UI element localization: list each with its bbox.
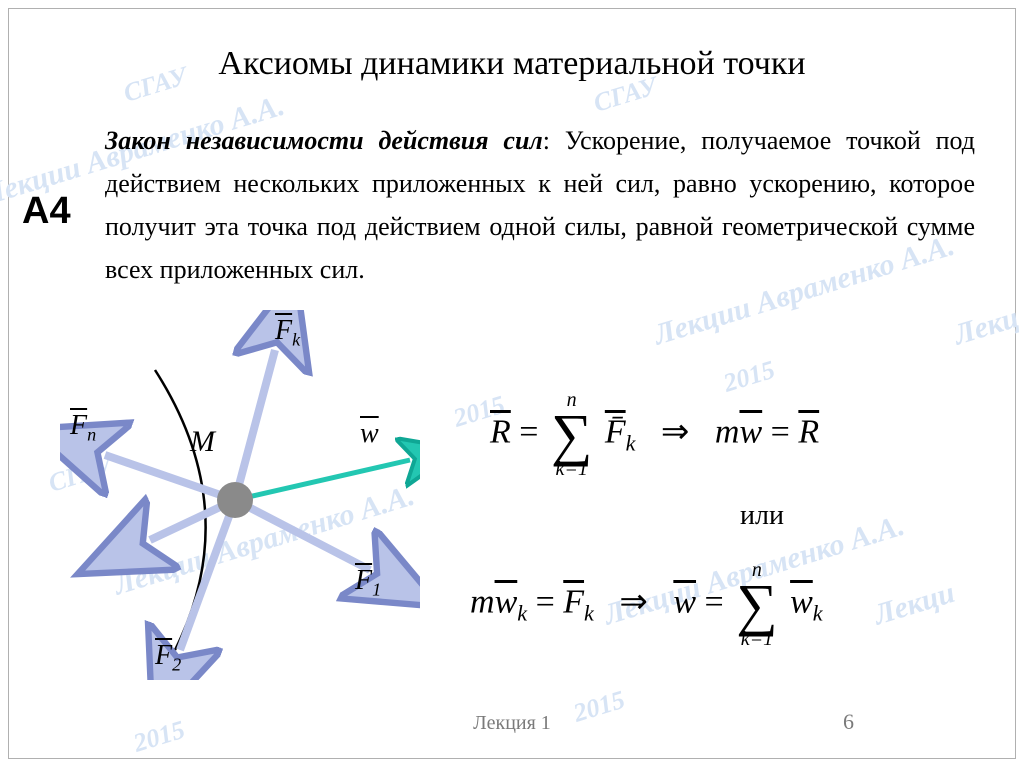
vector-fk <box>235 350 275 500</box>
label-fn: Fn <box>70 410 96 446</box>
mass-point <box>217 482 253 518</box>
diagram-svg <box>60 310 420 680</box>
label-f1: F1 <box>355 565 381 601</box>
axiom-text: Закон независимости действия сил: Ускоре… <box>105 120 975 292</box>
label-fk: Fk <box>275 315 300 351</box>
page-title: Аксиомы динамики материальной точки <box>0 45 1024 83</box>
footer-page: 6 <box>843 709 854 735</box>
label-w: w <box>360 418 379 450</box>
label-f2: F2 <box>155 640 181 676</box>
equation-2: mwk = Fk ⇒ w = n∑k=1 wk <box>470 560 823 649</box>
axiom-tag: А4 <box>22 190 71 233</box>
vector-f1 <box>235 500 370 570</box>
vector-w <box>235 460 410 500</box>
equation-1: R = n∑k=1 F̄k ⇒ mw = R <box>490 390 819 479</box>
footer-lecture: Лекция 1 <box>0 712 1024 735</box>
label-m: M <box>190 425 215 459</box>
vector-fn <box>105 455 235 500</box>
or-text: или <box>740 500 784 532</box>
axiom-lead: Закон независимости действия сил <box>105 126 543 155</box>
slide: Лекции Авраменко А.А. СГАУ СГАУ Лекции А… <box>0 0 1024 767</box>
force-diagram: M Fk Fn F2 F1 w <box>60 310 420 680</box>
